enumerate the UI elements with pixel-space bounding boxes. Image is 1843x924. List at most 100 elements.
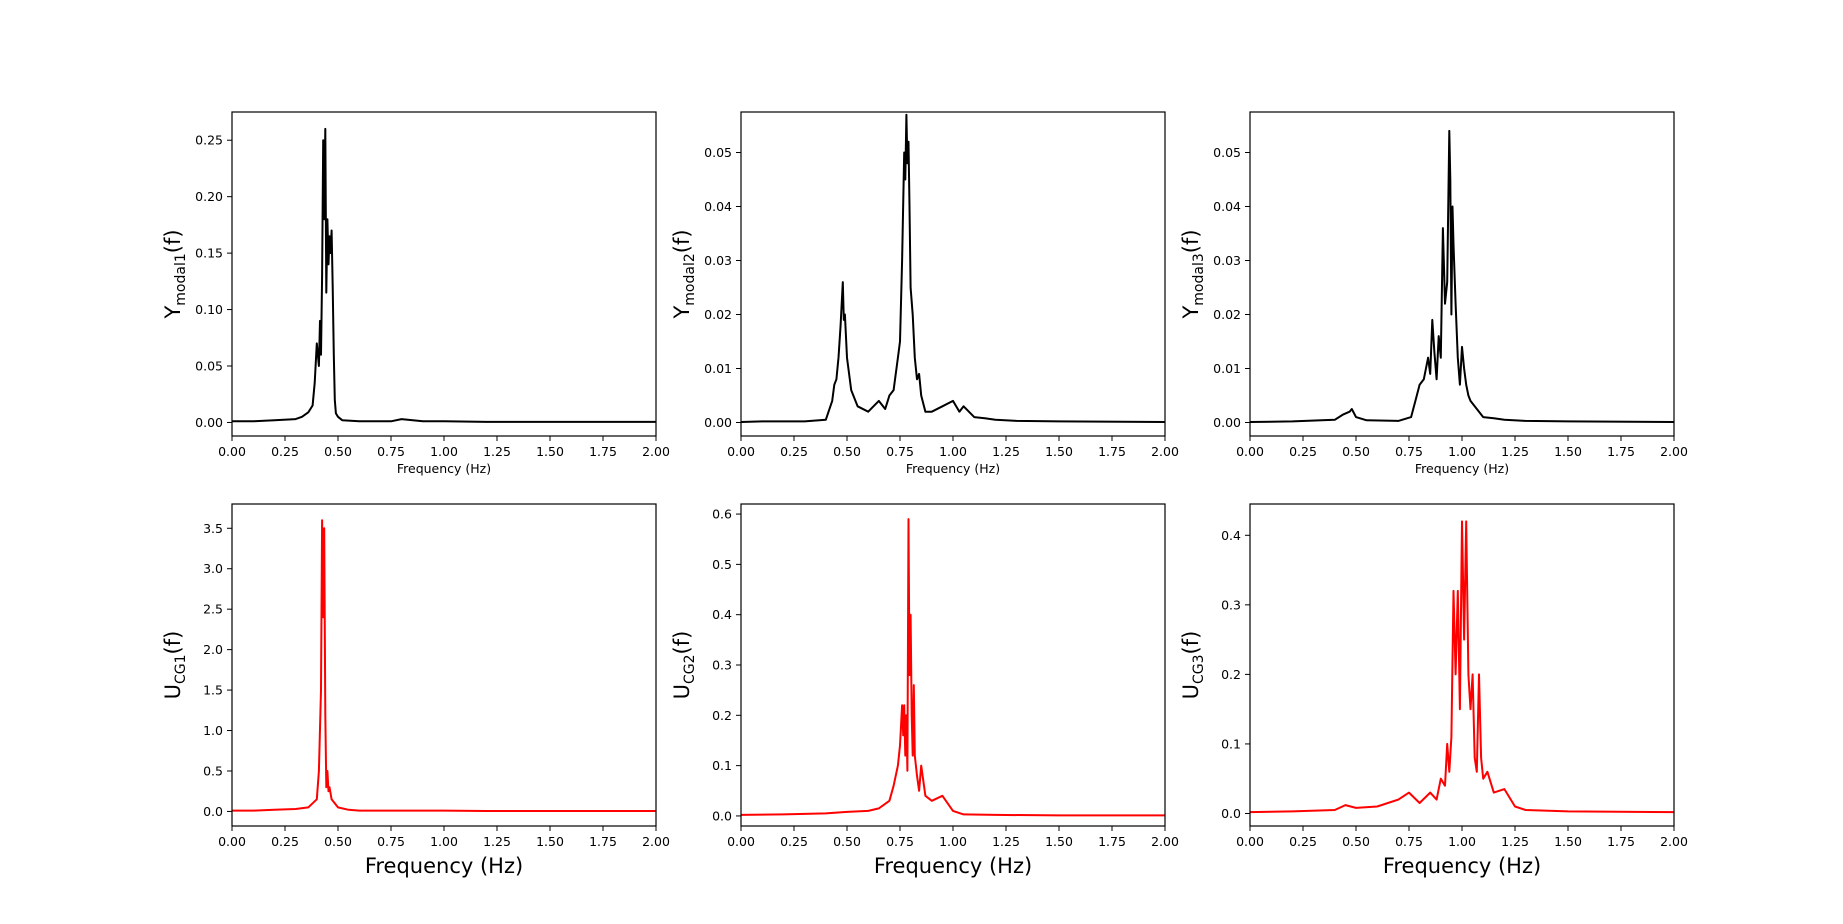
x-tick-label: 0.50: [833, 834, 861, 849]
x-tick-label: 1.50: [1045, 834, 1073, 849]
x-tick-label: 1.25: [992, 444, 1020, 459]
y-tick-label: 0.05: [195, 359, 223, 374]
x-tick-label: 0.50: [1342, 834, 1370, 849]
y-tick-label: 0.5: [712, 557, 732, 572]
y-axis-label: UCG2(f): [670, 631, 698, 700]
x-tick-label: 1.50: [1554, 444, 1582, 459]
x-tick-label: 0.75: [1395, 834, 1423, 849]
x-tick-label: 0.50: [1342, 444, 1370, 459]
x-axis-label: Frequency (Hz): [874, 854, 1032, 878]
x-tick-label: 0.00: [727, 444, 755, 459]
x-tick-label: 1.25: [483, 834, 511, 849]
y-tick-label: 0.02: [1213, 307, 1241, 322]
subplot-2: 0.00 0.25 0.50 0.75 1.00 1.25 1.50 1.75 2.00 0.00…: [670, 111, 1179, 476]
x-axis-label: Frequency (Hz): [906, 461, 1000, 476]
x-tick-label: 0.75: [886, 444, 914, 459]
axes-frame: [740, 111, 1166, 437]
x-tick-label: 0.00: [727, 834, 755, 849]
y-tick-label: 0.05: [704, 145, 732, 160]
y-tick-label: 0.03: [704, 253, 732, 268]
x-tick-label: 2.00: [642, 834, 670, 849]
x-tick-label: 1.50: [1554, 834, 1582, 849]
x-tick-label: 1.00: [430, 834, 458, 849]
axes-frame: [740, 503, 1166, 827]
y-tick-label: 3.0: [203, 561, 223, 576]
y-tick-label: 0.3: [712, 658, 732, 673]
subplot-6: 0.00 0.25 0.50 0.75 1.00 1.25 1.50 1.75 2.00 0.0 0…: [1179, 503, 1688, 878]
x-tick-label: 1.00: [1448, 444, 1476, 459]
axes-frame: [231, 111, 657, 437]
x-tick-label: 1.50: [1045, 444, 1073, 459]
x-tick-label: 0.25: [271, 444, 299, 459]
x-tick-label: 0.00: [1236, 834, 1264, 849]
x-tick-label: 0.25: [780, 834, 808, 849]
y-tick-label: 0.4: [1221, 528, 1241, 543]
y-tick-label: 0.05: [1213, 145, 1241, 160]
x-tick-label: 1.00: [1448, 834, 1476, 849]
x-axis-label: Frequency (Hz): [365, 854, 523, 878]
x-tick-label: 0.50: [833, 444, 861, 459]
series-line: [1249, 520, 1675, 814]
y-tick-label: 0.10: [195, 302, 223, 317]
x-tick-label: 1.75: [1607, 834, 1635, 849]
series-line: [1249, 129, 1675, 423]
x-tick-label: 0.50: [324, 834, 352, 849]
subplot-1: 0.00 0.25 0.50 0.75 1.00 1.25 1.50 1.75 2.00 0.00…: [161, 111, 670, 476]
x-tick-label: 1.50: [536, 834, 564, 849]
y-tick-label: 1.5: [203, 683, 223, 698]
x-tick-label: 0.75: [886, 834, 914, 849]
x-tick-label: 0.75: [377, 834, 405, 849]
x-tick-label: 1.25: [992, 834, 1020, 849]
x-tick-label: 1.25: [483, 444, 511, 459]
x-tick-label: 1.75: [1098, 834, 1126, 849]
y-tick-label: 0.0: [1221, 806, 1241, 821]
y-tick-label: 0.20: [195, 189, 223, 204]
x-tick-label: 0.75: [377, 444, 405, 459]
y-tick-label: 0.4: [712, 607, 732, 622]
x-tick-label: 0.00: [218, 444, 246, 459]
y-tick-label: 0.00: [1213, 415, 1241, 430]
x-tick-label: 1.50: [536, 444, 564, 459]
x-axis-label: Frequency (Hz): [397, 461, 491, 476]
x-tick-label: 0.75: [1395, 444, 1423, 459]
x-tick-label: 0.00: [218, 834, 246, 849]
x-tick-label: 2.00: [1660, 444, 1688, 459]
x-axis-label: Frequency (Hz): [1383, 854, 1541, 878]
x-tick-label: 2.00: [1151, 444, 1179, 459]
y-tick-label: 0.0: [712, 808, 732, 823]
y-tick-label: 0.04: [1213, 199, 1241, 214]
y-axis-label: Ymodal1(f): [161, 229, 189, 319]
y-tick-label: 0.25: [195, 133, 223, 148]
x-tick-label: 0.00: [1236, 444, 1264, 459]
series-line: [232, 127, 656, 423]
x-tick-label: 2.00: [1151, 834, 1179, 849]
y-tick-label: 0.2: [712, 708, 732, 723]
x-tick-label: 0.25: [1289, 834, 1317, 849]
x-tick-label: 1.75: [589, 834, 617, 849]
y-tick-label: 0.0: [203, 804, 223, 819]
y-axis-label: Ymodal2(f): [670, 229, 698, 319]
series-line: [740, 113, 1166, 423]
x-tick-label: 1.25: [1501, 834, 1529, 849]
y-axis-label: Ymodal3(f): [1179, 229, 1207, 319]
y-tick-label: 0.04: [704, 199, 732, 214]
y-tick-label: 0.6: [712, 507, 732, 522]
x-tick-label: 0.25: [780, 444, 808, 459]
y-tick-label: 3.5: [203, 521, 223, 536]
x-tick-label: 1.25: [1501, 444, 1529, 459]
y-axis-label: UCG1(f): [161, 631, 189, 700]
y-tick-label: 2.0: [203, 642, 223, 657]
x-tick-label: 1.75: [1098, 444, 1126, 459]
y-tick-label: 0.1: [1221, 736, 1241, 751]
axes-frame: [231, 503, 657, 827]
y-tick-label: 0.1: [712, 758, 732, 773]
x-tick-label: 0.25: [1289, 444, 1317, 459]
x-tick-label: 1.75: [1607, 444, 1635, 459]
x-axis-label: Frequency (Hz): [1415, 461, 1509, 476]
y-tick-label: 0.00: [195, 415, 223, 430]
x-tick-label: 0.25: [271, 834, 299, 849]
x-tick-label: 1.00: [939, 444, 967, 459]
x-tick-label: 2.00: [1660, 834, 1688, 849]
x-tick-label: 2.00: [642, 444, 670, 459]
